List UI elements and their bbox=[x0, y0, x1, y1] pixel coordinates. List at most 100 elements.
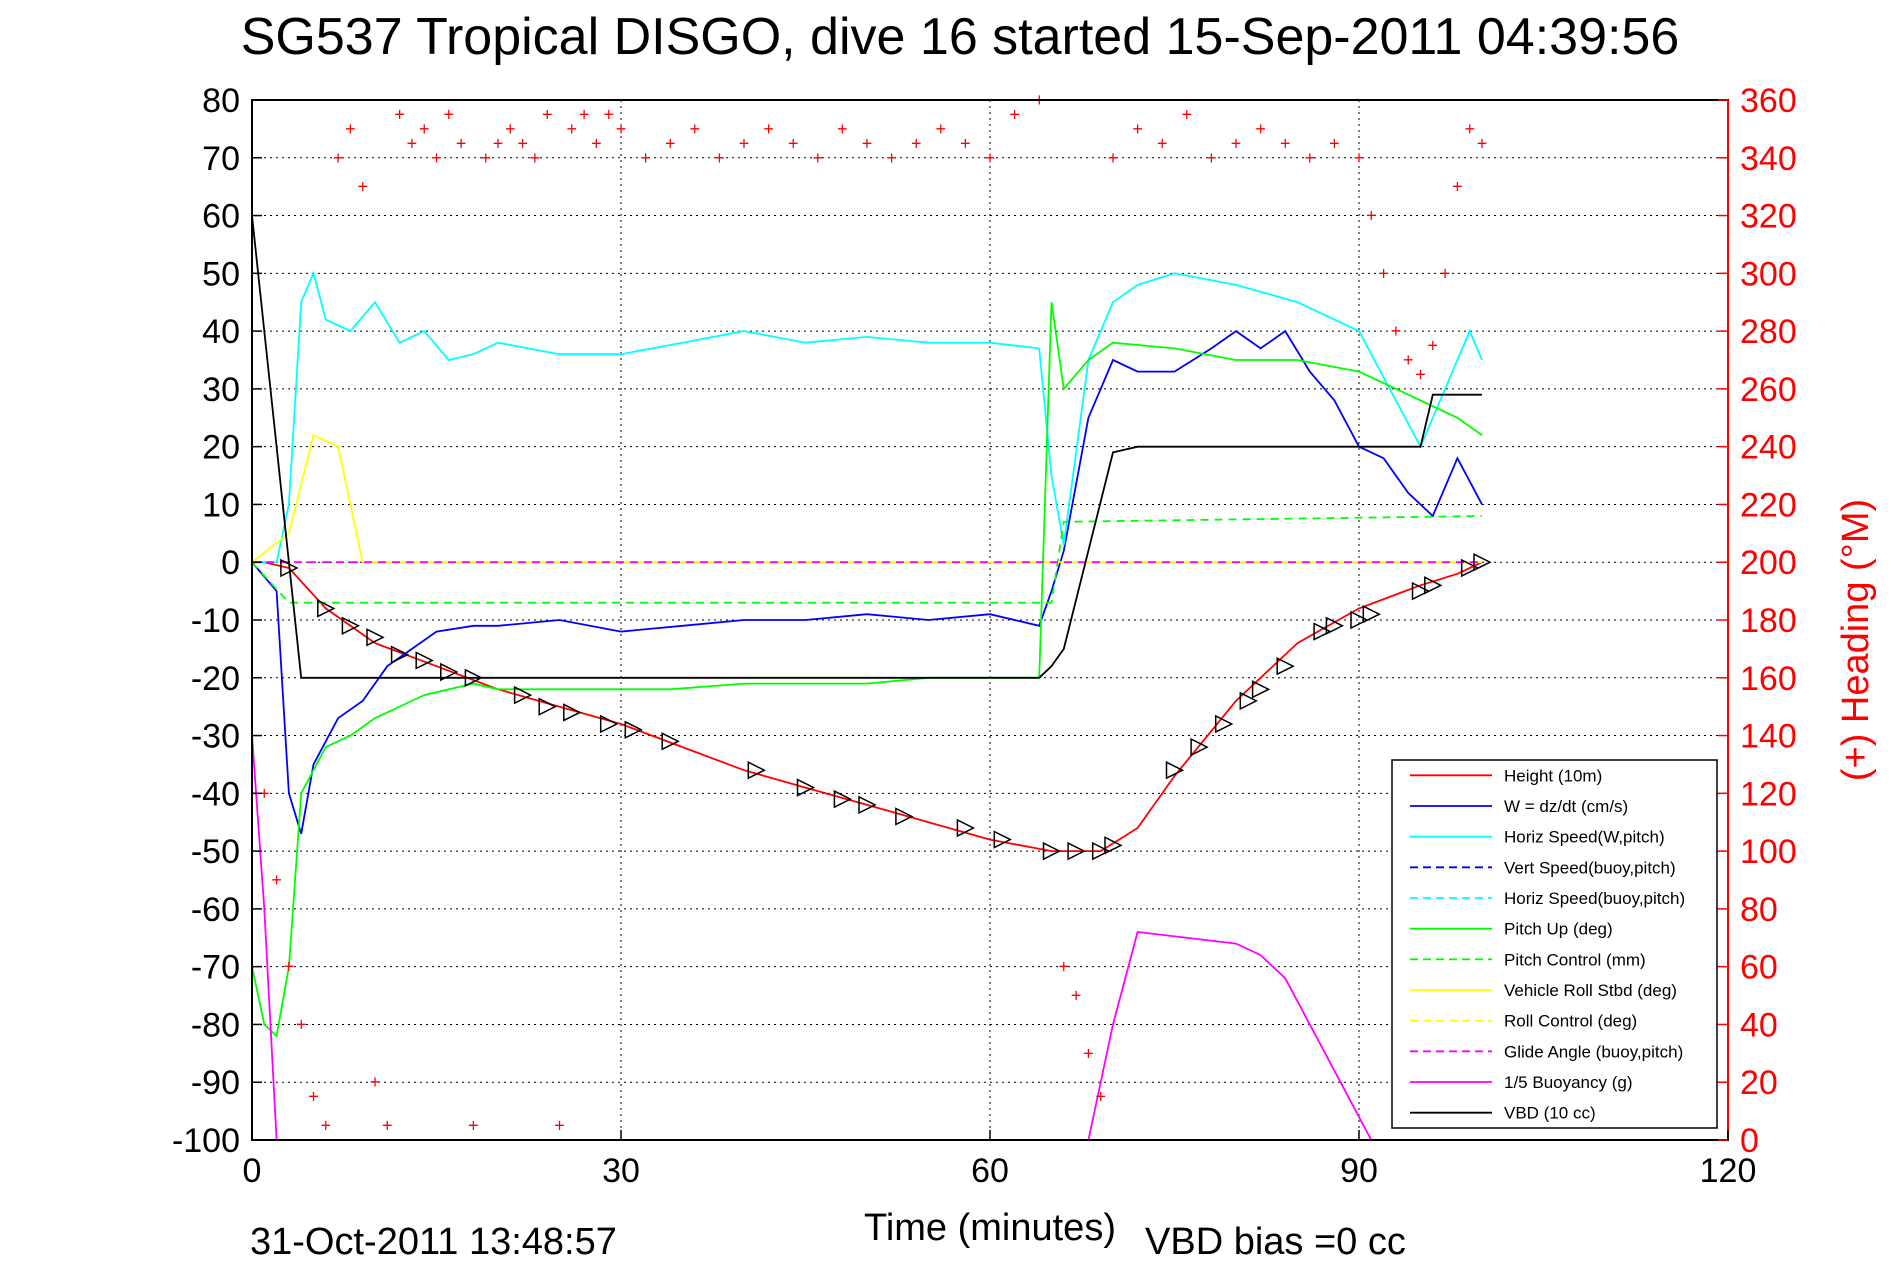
x-tick-label-1: 30 bbox=[602, 1152, 640, 1190]
heading-point: + bbox=[1452, 177, 1463, 197]
heading-point: + bbox=[1391, 321, 1402, 341]
y-tick-label-7: 10 bbox=[202, 486, 240, 524]
legend-label-2: Horiz Speed(W,pitch) bbox=[1504, 828, 1665, 847]
y2-tick-label-16: 40 bbox=[1740, 1006, 1778, 1044]
heading-point: + bbox=[1329, 133, 1340, 153]
height-marker bbox=[1104, 836, 1123, 855]
legend-label-8: Roll Control (deg) bbox=[1504, 1012, 1637, 1031]
heading-point: + bbox=[321, 1116, 332, 1136]
heading-point: + bbox=[444, 104, 455, 124]
height-marker bbox=[1214, 714, 1234, 734]
heading-point: + bbox=[1477, 133, 1488, 153]
legend-label-7: Vehicle Roll Stbd (deg) bbox=[1504, 981, 1677, 1000]
y-tick-label-0: 80 bbox=[202, 82, 240, 120]
legend-label-5: Pitch Up (deg) bbox=[1504, 920, 1613, 939]
heading-point: + bbox=[505, 119, 516, 139]
height-marker bbox=[1325, 616, 1345, 635]
heading-point: + bbox=[296, 1014, 307, 1034]
heading-point: + bbox=[480, 148, 491, 168]
height-marker bbox=[747, 761, 766, 780]
y2-tick-label-18: 0 bbox=[1740, 1122, 1759, 1160]
y2-tick-label-7: 220 bbox=[1740, 486, 1797, 524]
x-axis-label: Time (minutes) bbox=[864, 1207, 1116, 1249]
heading-point: + bbox=[468, 1116, 479, 1136]
height-marker bbox=[390, 645, 410, 664]
y-tick-label-15: -70 bbox=[191, 949, 240, 987]
height-marker bbox=[1091, 841, 1111, 861]
height-marker bbox=[993, 830, 1012, 849]
y-tick-label-8: 0 bbox=[221, 544, 240, 582]
heading-point: + bbox=[530, 148, 541, 168]
y2-tick-label-1: 340 bbox=[1740, 140, 1797, 178]
series-line-4 bbox=[251, 515, 1483, 604]
y-tick-label-11: -30 bbox=[191, 718, 240, 756]
y-tick-label-17: -90 bbox=[191, 1064, 240, 1102]
height-marker bbox=[1042, 841, 1062, 861]
height-marker bbox=[415, 651, 434, 670]
y-tick-label-1: 70 bbox=[202, 140, 240, 178]
y-tick-label-4: 40 bbox=[202, 313, 240, 351]
y2-axis-label: (+) Heading (°M) bbox=[1835, 499, 1877, 781]
heading-point: + bbox=[1206, 148, 1217, 168]
y-tick-label-14: -60 bbox=[191, 891, 240, 929]
heading-point: + bbox=[431, 148, 442, 168]
height-marker bbox=[1190, 737, 1209, 757]
heading-point: + bbox=[1132, 119, 1143, 139]
legend-label-6: Pitch Control (mm) bbox=[1504, 950, 1646, 969]
heading-point: + bbox=[542, 104, 553, 124]
height-marker bbox=[366, 628, 385, 647]
heading-point: + bbox=[394, 104, 405, 124]
heading-point: + bbox=[603, 104, 614, 124]
heading-point: + bbox=[357, 177, 368, 197]
legend-label-3: Vert Speed(buoy,pitch) bbox=[1504, 858, 1676, 877]
vbd-bias: VBD bias =0 cc bbox=[1145, 1221, 1406, 1262]
height-marker bbox=[1460, 558, 1480, 578]
height-marker bbox=[833, 789, 853, 809]
y2-tick-label-4: 280 bbox=[1740, 313, 1797, 351]
heading-point: + bbox=[1378, 263, 1389, 283]
series-line-3 bbox=[251, 302, 1483, 1038]
footer-date: 31-Oct-2011 13:48:57 bbox=[250, 1221, 617, 1262]
heading-point: + bbox=[788, 133, 799, 153]
heading-point: + bbox=[1083, 1043, 1094, 1063]
y2-tick-label-2: 320 bbox=[1740, 198, 1797, 236]
heading-point: + bbox=[911, 133, 922, 153]
legend-label-11: VBD (10 cc) bbox=[1504, 1104, 1596, 1123]
y2-tick-label-11: 140 bbox=[1740, 718, 1797, 756]
heading-point: + bbox=[837, 119, 848, 139]
heading-point: + bbox=[1428, 336, 1439, 356]
y2-tick-label-17: 20 bbox=[1740, 1064, 1778, 1102]
y2-tick-label-6: 240 bbox=[1740, 429, 1797, 467]
legend-label-9: Glide Angle (buoy,pitch) bbox=[1504, 1042, 1683, 1061]
y-tick-label-2: 60 bbox=[202, 198, 240, 236]
heading-point: + bbox=[1009, 104, 1020, 124]
y-tick-label-5: 30 bbox=[202, 371, 240, 409]
x-tick-label-2: 60 bbox=[971, 1152, 1009, 1190]
height-marker bbox=[1362, 605, 1381, 624]
y2-tick-label-9: 180 bbox=[1740, 602, 1797, 640]
heading-point: + bbox=[259, 783, 270, 803]
heading-point: + bbox=[1108, 148, 1119, 168]
y-axis-right: 3603403203002802602402202001801601401201… bbox=[1718, 82, 1797, 1160]
height-marker bbox=[796, 778, 816, 797]
heading-point: + bbox=[493, 133, 504, 153]
heading-point: + bbox=[862, 133, 873, 153]
x-tick-label-3: 90 bbox=[1340, 1152, 1378, 1190]
heading-point: + bbox=[567, 119, 578, 139]
heading-point: + bbox=[960, 133, 971, 153]
heading-point: + bbox=[382, 1116, 393, 1136]
heading-point: + bbox=[456, 133, 467, 153]
series-line-1 bbox=[251, 329, 1483, 835]
heading-point: + bbox=[517, 133, 528, 153]
heading-point: + bbox=[284, 957, 295, 977]
height-marker bbox=[895, 807, 914, 826]
height-marker bbox=[1251, 680, 1271, 699]
height-marker bbox=[1239, 691, 1258, 711]
heading-point: + bbox=[345, 119, 356, 139]
heading-point: + bbox=[1280, 133, 1291, 153]
heading-point: + bbox=[579, 104, 590, 124]
y2-tick-label-15: 60 bbox=[1740, 949, 1778, 987]
heading-point: + bbox=[1464, 119, 1475, 139]
y-tick-label-9: -10 bbox=[191, 602, 240, 640]
